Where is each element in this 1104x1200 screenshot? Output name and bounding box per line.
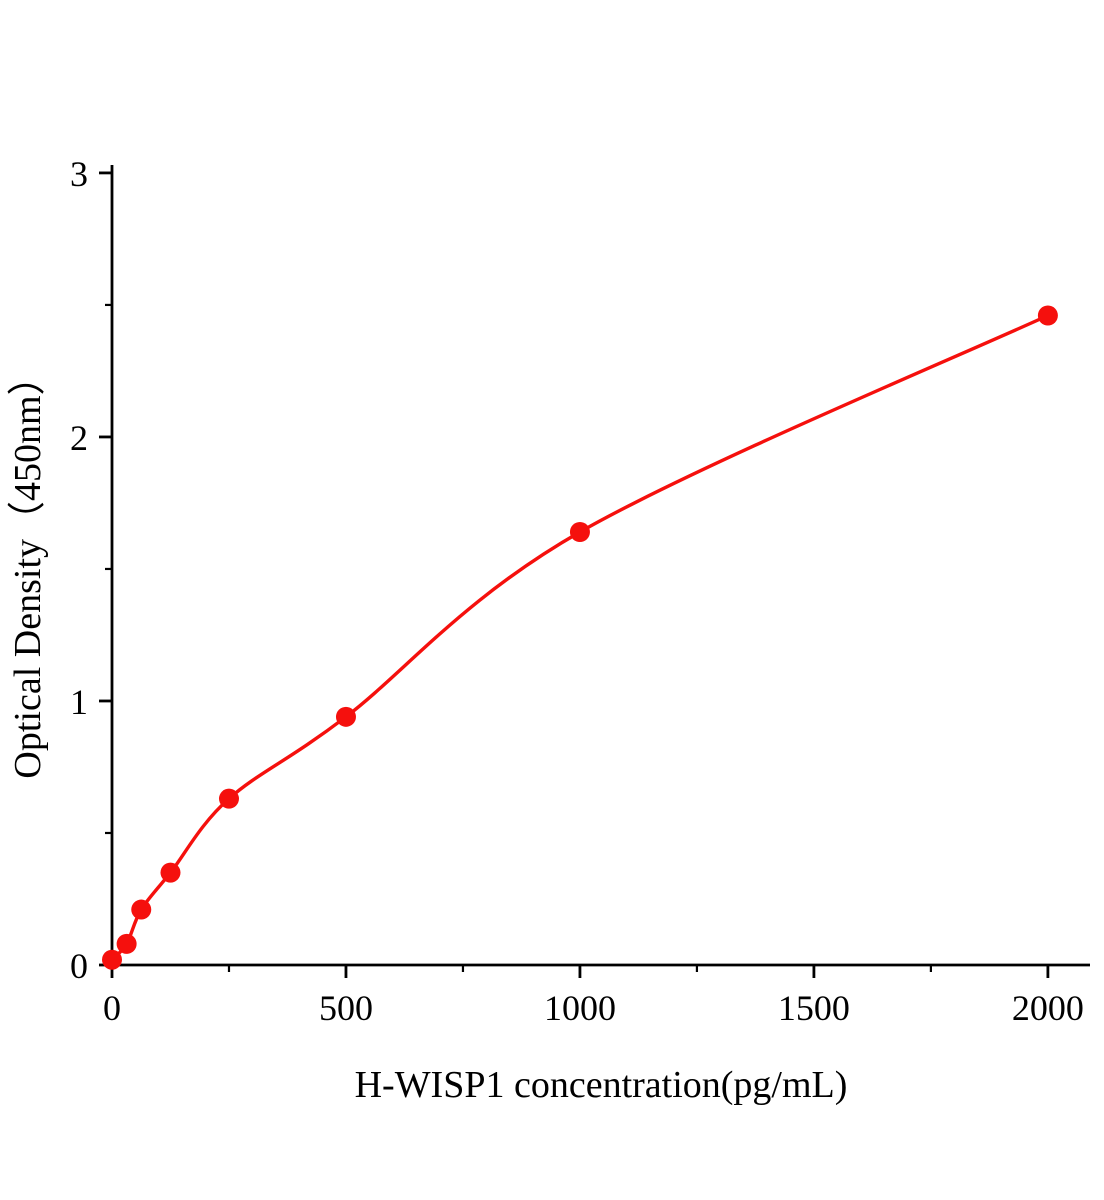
data-point xyxy=(131,899,152,920)
y-tick-label: 2 xyxy=(70,418,88,458)
x-tick-label: 500 xyxy=(319,988,373,1028)
data-points xyxy=(102,305,1058,970)
x-axis-title: H-WISP1 concentration(pg/mL) xyxy=(355,1064,848,1106)
axis-tick-labels: 0 500 1000 1500 2000 0 1 2 3 xyxy=(70,154,1084,1028)
data-point xyxy=(569,521,590,542)
x-tick-label: 1500 xyxy=(778,988,850,1028)
data-point xyxy=(116,933,137,954)
data-point xyxy=(160,862,181,883)
x-tick-label: 2000 xyxy=(1012,988,1084,1028)
x-tick-label: 1000 xyxy=(544,988,616,1028)
data-point xyxy=(102,949,122,970)
y-tick-label: 1 xyxy=(70,682,88,722)
axis-ticks xyxy=(99,171,1050,978)
x-tick-label: 0 xyxy=(103,988,121,1028)
data-point xyxy=(1037,305,1058,326)
y-axis-title: Optical Density（450nm） xyxy=(7,357,49,778)
fit-curve-line xyxy=(110,313,1050,962)
y-tick-label: 3 xyxy=(70,154,88,194)
data-point xyxy=(218,788,239,809)
data-point xyxy=(335,706,356,727)
y-tick-label: 0 xyxy=(70,946,88,986)
axes xyxy=(110,165,1090,967)
